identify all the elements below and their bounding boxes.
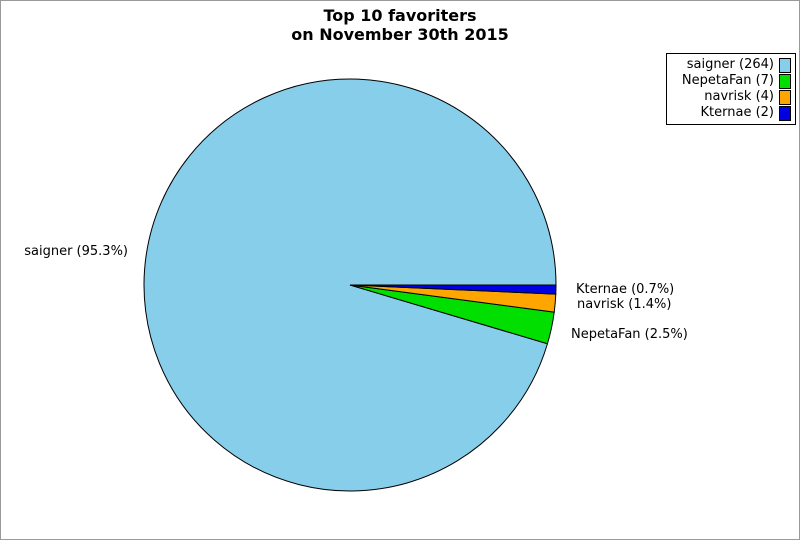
legend-label-Kternae: Kternae (2) [700, 105, 775, 120]
slice-label-saigner: saigner (95.3%) [24, 244, 128, 259]
legend-swatch-saigner [779, 57, 791, 73]
slice-label-nepetafan: NepetaFan (2.5%) [571, 327, 688, 342]
slice-label-navrisk: navrisk (1.4%) [577, 297, 672, 312]
pie-slice-saigner [143, 78, 557, 492]
chart-title-line1: Top 10 favoriters [323, 6, 477, 25]
legend-item-NepetaFan: NepetaFan (7) [669, 73, 791, 89]
chart-title: Top 10 favoriters on November 30th 2015 [1, 6, 799, 44]
legend-item-saigner: saigner (264) [669, 57, 791, 73]
legend-swatch-navrisk [779, 89, 791, 105]
legend-item-Kternae: Kternae (2) [669, 105, 791, 121]
legend-label-saigner: saigner (264) [686, 57, 774, 72]
chart-title-line2: on November 30th 2015 [291, 25, 509, 44]
legend-item-navrisk: navrisk (4) [669, 89, 791, 105]
slice-label-kternae: Kternae (0.7%) [576, 282, 675, 297]
legend-swatch-NepetaFan [779, 73, 791, 89]
legend-label-NepetaFan: NepetaFan (7) [681, 73, 774, 88]
legend-box: saigner (264) NepetaFan (7) navrisk (4) Kte… [666, 53, 796, 125]
legend-label-navrisk: navrisk (4) [704, 89, 774, 104]
legend-swatch-Kternae [779, 105, 791, 121]
pie-slice-Kternae [349, 284, 557, 295]
